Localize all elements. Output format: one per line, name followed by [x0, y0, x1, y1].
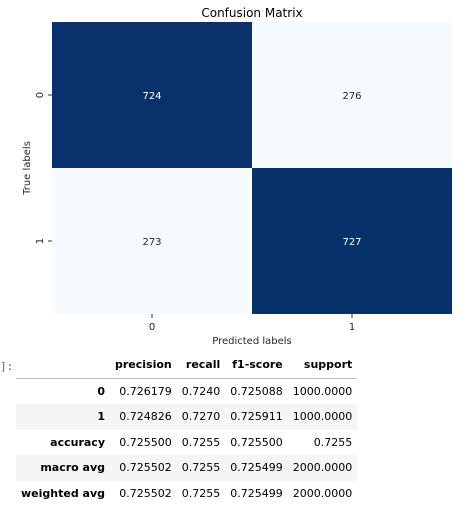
- table-cell: 0.725911: [230, 410, 283, 424]
- table-row: macro avg 0.725502 0.7255 0.725499 2000.0000: [16, 455, 358, 481]
- table-row: 1 0.724826 0.7270 0.725911 1000.0000: [16, 404, 358, 430]
- table-cell: 0.725500: [119, 435, 172, 449]
- chart-title: Confusion Matrix: [201, 6, 303, 20]
- table-cell: 2000.0000: [292, 486, 353, 500]
- table-cell: 0.7255: [313, 435, 353, 449]
- column-header: precision: [110, 352, 177, 379]
- table-cell: 0.725499: [230, 486, 283, 500]
- y-tick-label: 0: [35, 92, 46, 98]
- row-label: macro avg: [40, 461, 105, 475]
- confusion-matrix-heatmap: 724 276 273 727 0 1 0 1 Predicted labels True lab…: [22, 22, 452, 347]
- table-cell: 0.7255: [181, 486, 221, 500]
- table-cell: 0.725502: [119, 461, 172, 475]
- table-cell: 0.725499: [230, 461, 283, 475]
- table-cell: 0.725088: [230, 384, 283, 398]
- y-axis-label: True labels: [22, 141, 33, 196]
- x-axis-label: Predicted labels: [212, 336, 292, 347]
- table-cell: 0.7255: [181, 435, 221, 449]
- cell-value-label: 727: [342, 237, 361, 248]
- table-cell: 0.726179: [119, 384, 172, 398]
- heatmap-cell: [252, 22, 452, 168]
- table-header-row: precision recall f1-score support: [16, 352, 358, 379]
- table-row: weighted avg 0.725502 0.7255 0.725499 2000.0…: [16, 481, 357, 507]
- column-header: recall: [176, 352, 226, 379]
- column-header: f1-score: [225, 352, 288, 379]
- table-cell: 1000.0000: [292, 384, 353, 398]
- table-body: 0 0.726179 0.7240 0.725088 1000.0000 1 0.72482…: [16, 378, 358, 507]
- row-label: weighted avg: [21, 486, 105, 500]
- output-prompt: ]:: [0, 360, 14, 373]
- column-header: support: [287, 352, 358, 379]
- table-cell: 0.725502: [119, 486, 172, 500]
- classification-report-table: precision recall f1-score support 0 0.726179…: [16, 352, 358, 507]
- cell-value-label: 724: [142, 91, 161, 102]
- table-cell: 1000.0000: [292, 410, 353, 424]
- heatmap-cell: [52, 22, 252, 168]
- row-label: 1: [97, 410, 105, 424]
- table-row: accuracy 0.725500 0.7255 0.725500 0.7255: [16, 430, 357, 456]
- heatmap-cell: [52, 168, 252, 314]
- y-tick-label: 1: [35, 238, 46, 244]
- table-row: 0 0.726179 0.7240 0.725088 1000.0000: [16, 378, 357, 404]
- table-cell: 2000.0000: [292, 461, 353, 475]
- table-cell: 0.7255: [181, 461, 221, 475]
- cell-value-label: 273: [142, 237, 161, 248]
- row-label: accuracy: [50, 435, 105, 449]
- heatmap-cell: [252, 168, 452, 314]
- cell-value-label: 276: [342, 91, 361, 102]
- table-cell: 0.7240: [181, 384, 221, 398]
- column-header: [16, 352, 110, 379]
- table-cell: 0.724826: [119, 410, 172, 424]
- x-tick-label: 0: [149, 322, 155, 333]
- x-tick-label: 1: [349, 322, 355, 333]
- table-cell: 0.725500: [230, 435, 283, 449]
- row-label: 0: [97, 384, 105, 398]
- table-cell: 0.7270: [181, 410, 221, 424]
